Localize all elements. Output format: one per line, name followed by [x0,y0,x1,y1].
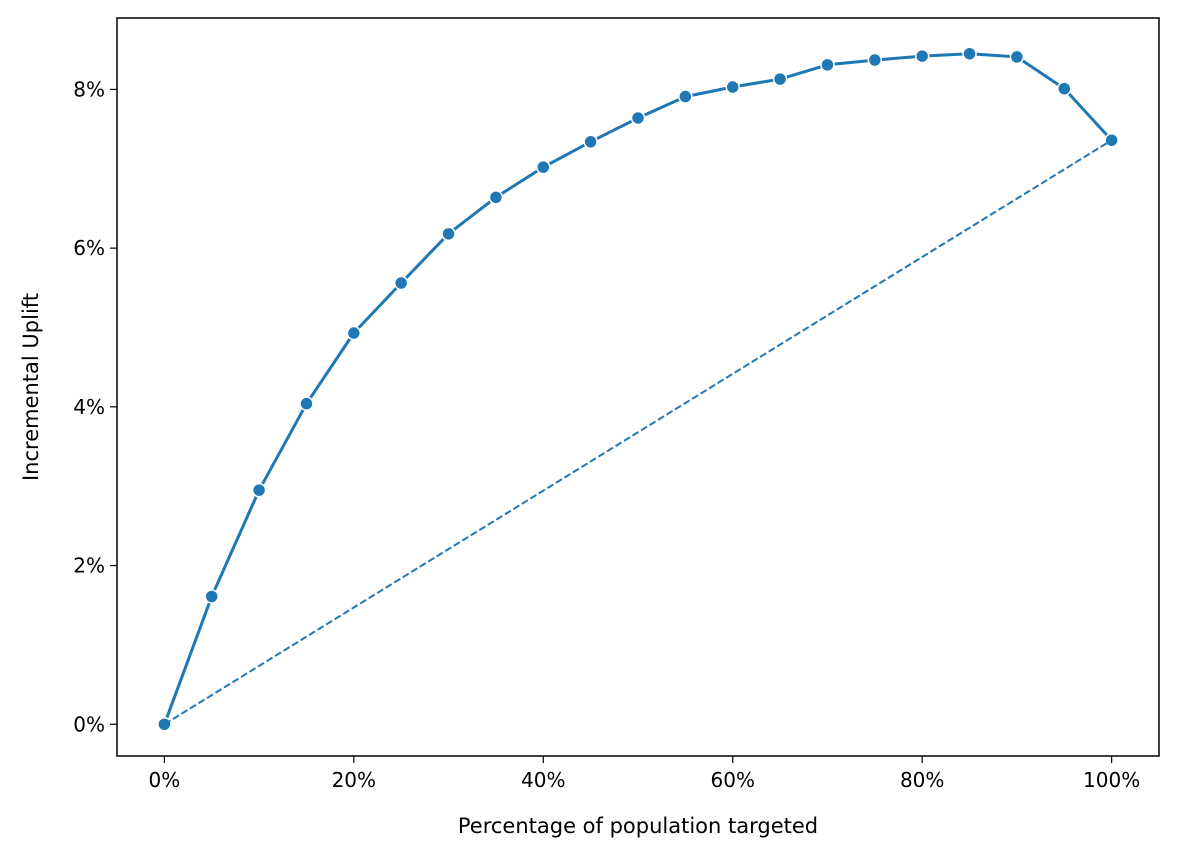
uplift-point [1104,132,1119,148]
x-tick-label: 100% [1083,768,1140,792]
uplift-point [772,71,788,87]
uplift-point [157,717,172,732]
uplift-point [299,396,314,411]
x-tick-label: 80% [900,768,944,792]
uplift-point [820,57,835,73]
uplift-point [1057,81,1072,96]
baseline-dashed-line [163,139,1113,726]
y-tick-label: 4% [73,395,105,419]
x-tick-label: 0% [148,768,180,792]
uplift-point [251,482,267,498]
x-axis-label: Percentage of population targeted [458,814,818,838]
x-axis-ticks: 0% 20% 40% 60% 80% 100% [148,756,1140,792]
uplift-point [583,134,598,150]
x-tick-label: 40% [521,768,565,792]
uplift-point [536,159,551,175]
uplift-point [678,89,693,104]
uplift-point [725,79,740,95]
y-tick-label: 2% [73,554,105,578]
uplift-point [346,325,362,341]
x-tick-label: 60% [711,768,755,792]
uplift-point [914,48,930,64]
y-tick-label: 0% [73,712,105,736]
plot-area [116,17,1160,757]
uplift-point [1009,49,1025,65]
uplift-point [393,275,409,291]
uplift-point [488,190,504,205]
y-tick-label: 6% [73,236,105,260]
uplift-point [204,589,219,604]
uplift-point [441,226,456,242]
y-axis-ticks: 0% 2% 4% 6% 8% [73,77,117,736]
series-layer [157,46,1119,732]
uplift-point [867,52,883,68]
uplift-point [962,46,977,61]
y-axis-label: Incremental Uplift [19,293,43,481]
y-tick-label: 8% [73,77,105,101]
uplift-point [630,110,646,126]
x-tick-label: 20% [332,768,376,792]
